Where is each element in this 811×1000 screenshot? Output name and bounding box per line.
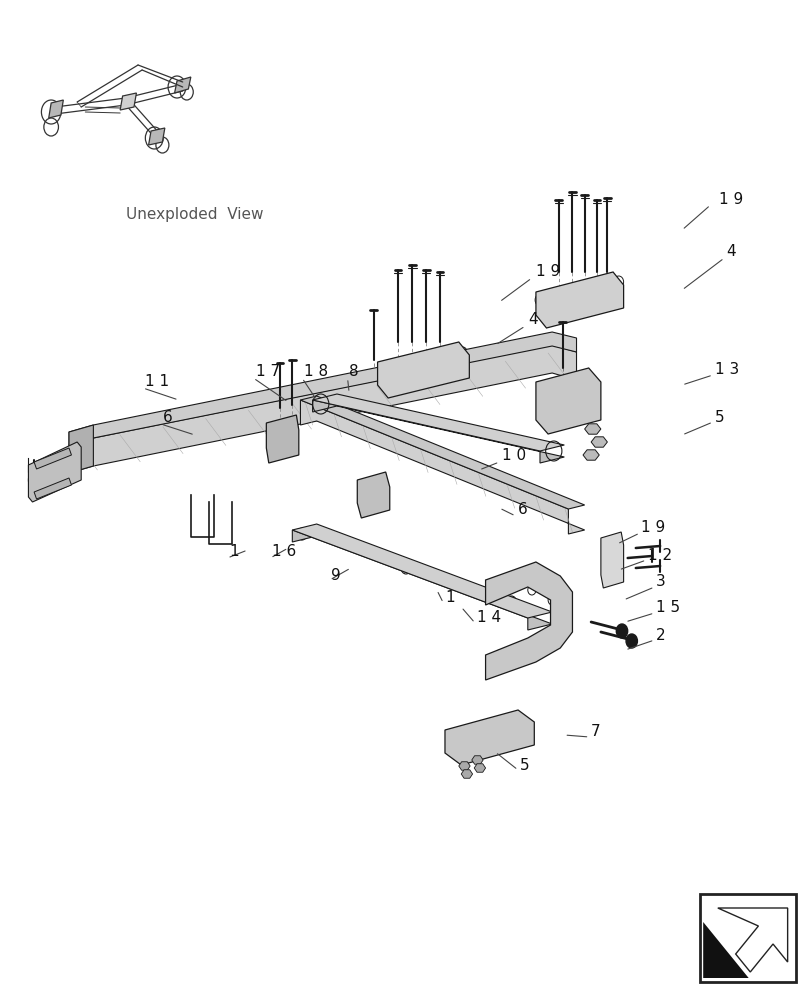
Polygon shape xyxy=(471,756,483,764)
Polygon shape xyxy=(600,532,623,588)
Circle shape xyxy=(616,624,627,638)
Polygon shape xyxy=(148,128,165,145)
Text: 1 2: 1 2 xyxy=(647,548,672,562)
Text: 1 9: 1 9 xyxy=(641,520,665,536)
Bar xyxy=(699,894,795,982)
Polygon shape xyxy=(474,764,485,772)
Polygon shape xyxy=(702,922,748,978)
Polygon shape xyxy=(717,908,787,972)
Polygon shape xyxy=(300,396,584,509)
Text: 1 6: 1 6 xyxy=(272,544,296,560)
Polygon shape xyxy=(69,345,576,473)
Text: 1 4: 1 4 xyxy=(477,610,501,626)
Text: 8: 8 xyxy=(349,364,358,379)
Polygon shape xyxy=(444,710,534,765)
Polygon shape xyxy=(69,332,576,445)
Text: 1 5: 1 5 xyxy=(655,600,680,615)
Text: Unexploded  View: Unexploded View xyxy=(126,208,263,223)
Polygon shape xyxy=(357,472,389,518)
Polygon shape xyxy=(120,93,136,110)
Text: 6: 6 xyxy=(517,502,527,518)
Text: 3: 3 xyxy=(655,574,665,589)
Text: 7: 7 xyxy=(590,724,600,740)
Text: 9: 9 xyxy=(331,568,341,582)
Polygon shape xyxy=(28,442,81,502)
Text: 5: 5 xyxy=(519,758,529,772)
Polygon shape xyxy=(535,368,600,434)
Polygon shape xyxy=(535,272,623,328)
Text: 1 1: 1 1 xyxy=(144,374,169,389)
Polygon shape xyxy=(312,394,564,451)
Polygon shape xyxy=(458,762,470,770)
Text: 1 7: 1 7 xyxy=(255,364,280,379)
Polygon shape xyxy=(312,400,564,463)
Text: 1: 1 xyxy=(444,590,454,605)
Polygon shape xyxy=(266,415,298,463)
Polygon shape xyxy=(34,448,71,469)
Text: 4: 4 xyxy=(726,244,736,259)
Polygon shape xyxy=(34,478,71,499)
Text: 1 0: 1 0 xyxy=(501,448,526,462)
Polygon shape xyxy=(69,425,93,473)
Polygon shape xyxy=(584,424,600,434)
Text: 5: 5 xyxy=(714,410,723,426)
Text: 6: 6 xyxy=(162,410,172,426)
Text: 1 8: 1 8 xyxy=(304,364,328,379)
Text: 2: 2 xyxy=(655,628,665,643)
Text: 1 9: 1 9 xyxy=(535,264,560,279)
Polygon shape xyxy=(49,100,63,118)
Text: 1 3: 1 3 xyxy=(714,362,738,377)
Polygon shape xyxy=(292,524,551,618)
Polygon shape xyxy=(377,342,469,398)
Text: 1 9: 1 9 xyxy=(718,192,742,208)
Polygon shape xyxy=(582,450,599,460)
Polygon shape xyxy=(300,400,584,534)
Circle shape xyxy=(625,634,637,648)
Polygon shape xyxy=(461,770,472,778)
Polygon shape xyxy=(590,437,607,447)
Polygon shape xyxy=(174,77,191,93)
Text: 4: 4 xyxy=(527,312,537,328)
Text: 1: 1 xyxy=(229,544,238,560)
Polygon shape xyxy=(292,530,551,630)
Polygon shape xyxy=(485,562,572,680)
